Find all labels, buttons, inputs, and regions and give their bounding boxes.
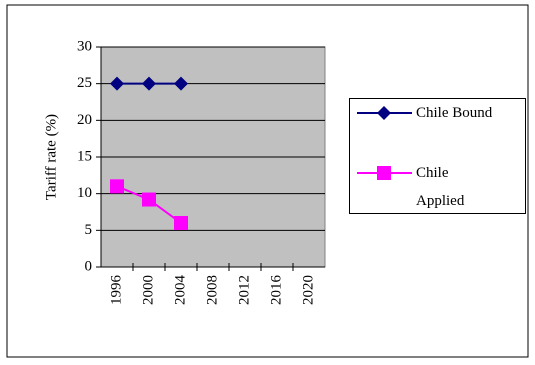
marker: [142, 192, 156, 207]
x-tick-label: 2008: [204, 275, 220, 305]
marker: [110, 179, 124, 194]
legend-label: Chile Applied: [416, 165, 465, 209]
legend-swatch: [357, 166, 412, 180]
x-tick-label: 2004: [172, 275, 188, 306]
x-tick-label: 2016: [268, 275, 284, 306]
marker: [142, 76, 156, 91]
marker: [110, 76, 124, 91]
marker: [377, 166, 391, 180]
y-tick-label: 0: [85, 258, 93, 274]
x-tick-label: 2020: [300, 275, 316, 305]
y-tick-label: 30: [77, 38, 92, 54]
legend: Chile Bound Chile Applied: [349, 98, 526, 214]
marker: [174, 216, 188, 230]
marker: [377, 106, 391, 120]
legend-label: Chile Bound: [416, 105, 493, 121]
y-tick-label: 10: [77, 185, 92, 201]
y-tick-label: 15: [77, 148, 92, 164]
y-axis-label: Tariff rate (%): [43, 114, 59, 200]
y-tick-label: 20: [77, 112, 92, 128]
y-tick-label: 5: [85, 222, 93, 238]
x-tick-label: 2000: [140, 275, 156, 305]
x-tick-label: 2012: [236, 275, 252, 305]
x-tick-label: 1996: [108, 275, 124, 306]
legend-swatch: [357, 106, 412, 120]
y-tick-label: 25: [77, 75, 92, 91]
marker: [174, 76, 188, 91]
